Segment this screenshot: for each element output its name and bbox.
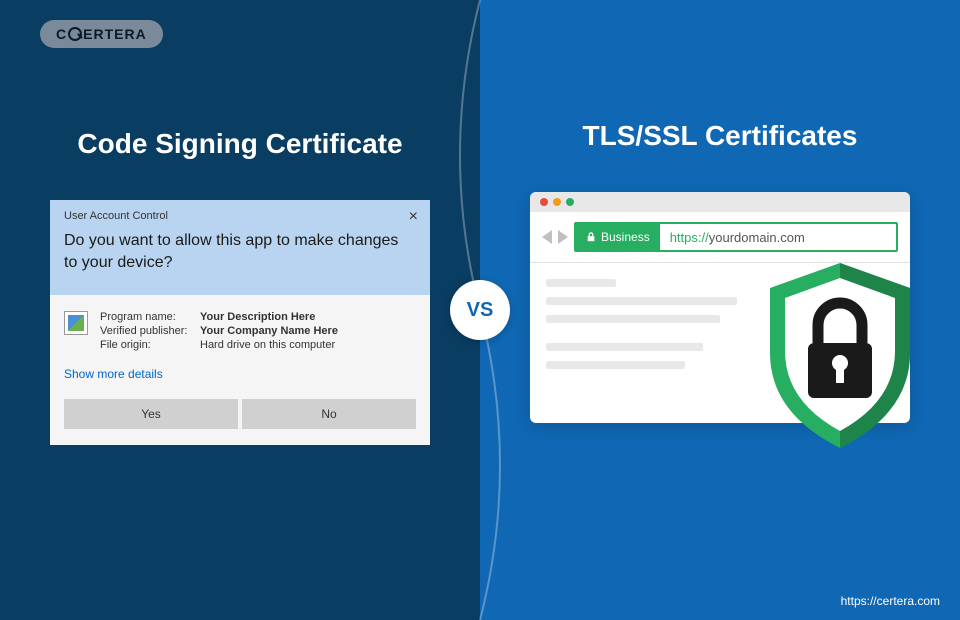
url-protocol: https:// [670,230,709,245]
ssl-badge: Business [576,224,660,250]
logo-prefix: C [56,26,67,42]
content-line [546,361,685,369]
uac-details: Program name: Your Description Here Veri… [100,311,338,353]
browser-tabs [530,192,910,212]
content-line [546,343,703,351]
uac-buttons: Yes No [64,399,416,429]
publisher-label: Verified publisher: [100,325,200,337]
shield-icon [750,253,930,453]
app-icon [64,311,88,335]
dot-green [566,198,574,206]
ssl-badge-text: Business [601,230,650,244]
right-panel: TLS/SSL Certificates Business [480,0,960,620]
left-panel: C ERTERA Code Signing Certificate User A… [0,0,480,620]
origin-value: Hard drive on this computer [200,339,335,351]
program-value: Your Description Here [200,311,315,323]
content-line [546,297,737,305]
footer-url: https://certera.com [841,594,940,608]
uac-body: Program name: Your Description Here Veri… [50,295,430,445]
uac-title: User Account Control [64,210,416,222]
browser-mockup: Business https://yourdomain.com [530,192,910,423]
yes-button[interactable]: Yes [64,399,238,429]
close-icon[interactable]: × [409,208,418,226]
program-label: Program name: [100,311,200,323]
forward-icon[interactable] [558,230,568,244]
publisher-value: Your Company Name Here [200,325,338,337]
more-details-link[interactable]: Show more details [64,367,163,381]
uac-dialog: User Account Control × Do you want to al… [50,200,430,445]
vs-badge: VS [450,280,510,340]
uac-info: Program name: Your Description Here Veri… [64,311,416,353]
right-heading: TLS/SSL Certificates [520,120,920,152]
logo-suffix: ERTERA [83,26,147,42]
logo: C ERTERA [40,20,163,48]
content-line [546,279,616,287]
logo-icon [68,27,82,41]
dot-yellow [553,198,561,206]
content-line [546,315,720,323]
address-bar: Business https://yourdomain.com [574,222,898,252]
lock-icon [586,232,596,242]
vs-text: VS [467,299,494,322]
dot-red [540,198,548,206]
origin-label: File origin: [100,339,200,351]
left-heading: Code Signing Certificate [40,128,440,160]
back-icon[interactable] [542,230,552,244]
no-button[interactable]: No [242,399,416,429]
url-domain: yourdomain.com [709,230,805,245]
uac-header: User Account Control × Do you want to al… [50,200,430,295]
uac-question: Do you want to allow this app to make ch… [64,230,416,275]
url: https://yourdomain.com [660,230,815,245]
